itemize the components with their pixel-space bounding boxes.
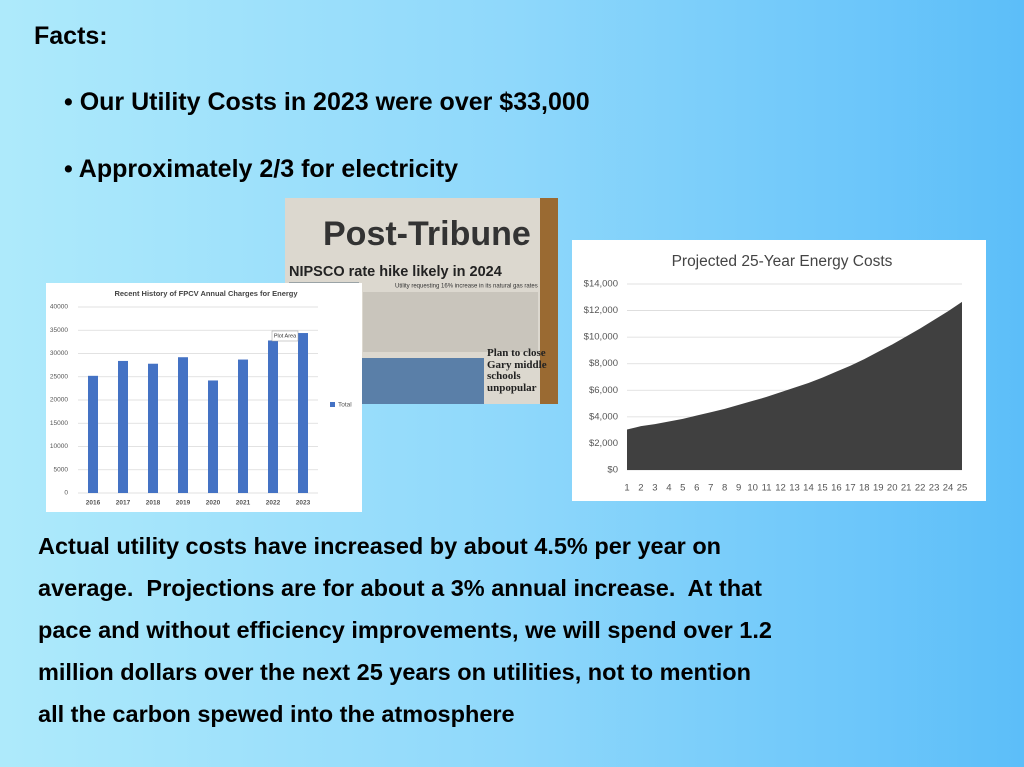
y-tick-label: $12,000: [584, 305, 618, 316]
x-tick-label: 21: [901, 483, 912, 494]
bar: [208, 380, 218, 493]
bullet: • Approximately 2/3 for electricity: [64, 155, 459, 183]
y-tick-label: 35000: [50, 327, 68, 334]
legend-swatch: [330, 402, 335, 407]
bar-chart: Recent History of FPCV Annual Charges fo…: [46, 283, 362, 512]
x-tick-label: 2017: [116, 500, 131, 507]
paragraph-line: million dollars over the next 25 years o…: [38, 659, 751, 685]
x-tick-label: 12: [775, 483, 786, 494]
x-tick-label: 2020: [206, 500, 221, 507]
area-chart: Projected 25-Year Energy Costs $0 $2,000 $4…: [572, 240, 986, 501]
x-tick-label: 13: [789, 483, 800, 494]
x-tick-label: 6: [694, 483, 699, 494]
headline: NIPSCO rate hike likely in 2024: [289, 264, 502, 280]
side-headline: Plan to close Gary middle schools unpopu…: [487, 348, 547, 394]
x-tick-label: 15: [817, 483, 828, 494]
y-tick-label: 0: [64, 490, 68, 497]
side-story: Plan to close Gary middle schools unpopu…: [487, 348, 547, 394]
x-tick-label: 10: [747, 483, 758, 494]
y-tick-label: 40000: [50, 304, 68, 311]
y-tick-label: $2,000: [589, 438, 618, 449]
area: [627, 301, 962, 470]
x-tick-label: 7: [708, 483, 713, 494]
x-tick-label: 23: [929, 483, 940, 494]
x-tick-label: 2019: [176, 500, 191, 507]
masthead: Post-Tribune: [323, 215, 531, 253]
y-tick-label: 30000: [50, 350, 68, 357]
x-tick-label: 3: [652, 483, 657, 494]
y-tick-label: 25000: [50, 373, 68, 380]
x-tick-label: 24: [943, 483, 954, 494]
x-tick-label: 14: [803, 483, 814, 494]
x-tick-label: 17: [845, 483, 856, 494]
bar: [298, 333, 308, 493]
x-tick-label: 4: [666, 483, 671, 494]
x-tick-label: 11: [762, 483, 772, 494]
paragraph-line: Actual utility costs have increased by a…: [38, 533, 722, 559]
tooltip: Plot Area: [274, 333, 297, 339]
y-tick-label: 5000: [54, 466, 69, 473]
x-tick-label: 2021: [236, 500, 251, 507]
legend-label: Total: [338, 402, 352, 409]
y-tick-label: $8,000: [589, 358, 618, 369]
slide-title: Facts:: [34, 22, 108, 50]
x-tick-label: 22: [915, 483, 926, 494]
x-tick-label: 2: [638, 483, 643, 494]
x-tick-label: 8: [722, 483, 727, 494]
y-tick-label: 20000: [50, 397, 68, 404]
paragraph-line: pace and without efficiency improvements…: [38, 617, 772, 643]
bar: [238, 359, 248, 493]
bullet: • Our Utility Costs in 2023 were over $3…: [64, 88, 590, 116]
x-tick-label: 5: [680, 483, 685, 494]
paragraph-line: all the carbon spewed into the atmospher…: [38, 701, 515, 727]
x-tick-label: 1: [624, 483, 629, 494]
paragraph-line: average. Projections are for about a 3% …: [38, 575, 762, 601]
x-tick-label: 19: [873, 483, 884, 494]
x-tick-label: 2023: [296, 500, 311, 507]
chart-title: Projected 25-Year Energy Costs: [672, 253, 893, 270]
y-tick-label: $14,000: [584, 279, 618, 290]
bullet-text: Approximately 2/3 for electricity: [78, 155, 459, 183]
y-tick-label: $6,000: [589, 385, 618, 396]
column-text: [363, 292, 538, 352]
chart-title: Recent History of FPCV Annual Charges fo…: [114, 289, 298, 298]
bar: [148, 363, 158, 493]
x-tick-label: 20: [887, 483, 898, 494]
tooltip-box: [271, 330, 299, 342]
y-tick-label: $10,000: [584, 332, 618, 343]
x-tick-label: 25: [957, 483, 968, 494]
x-tick-label: 16: [831, 483, 842, 494]
y-tick-label: 10000: [50, 443, 68, 450]
x-tick-label: 2022: [266, 500, 281, 507]
x-tick-label: 9: [736, 483, 741, 494]
y-tick-label: $0: [607, 465, 618, 476]
bar: [88, 375, 98, 493]
bar: [178, 357, 188, 493]
table-edge: [540, 198, 558, 404]
x-tick-label: 2018: [146, 500, 161, 507]
subhead: Utility requesting 16% increase in its n…: [395, 284, 538, 290]
x-tick-label: 2016: [86, 500, 101, 507]
x-tick-label: 18: [859, 483, 870, 494]
bar: [118, 360, 128, 493]
bar: [268, 340, 278, 493]
y-tick-label: 15000: [50, 420, 68, 427]
bullet-text: Our Utility Costs in 2023 were over $33,…: [79, 88, 590, 116]
y-tick-label: $4,000: [589, 411, 618, 422]
